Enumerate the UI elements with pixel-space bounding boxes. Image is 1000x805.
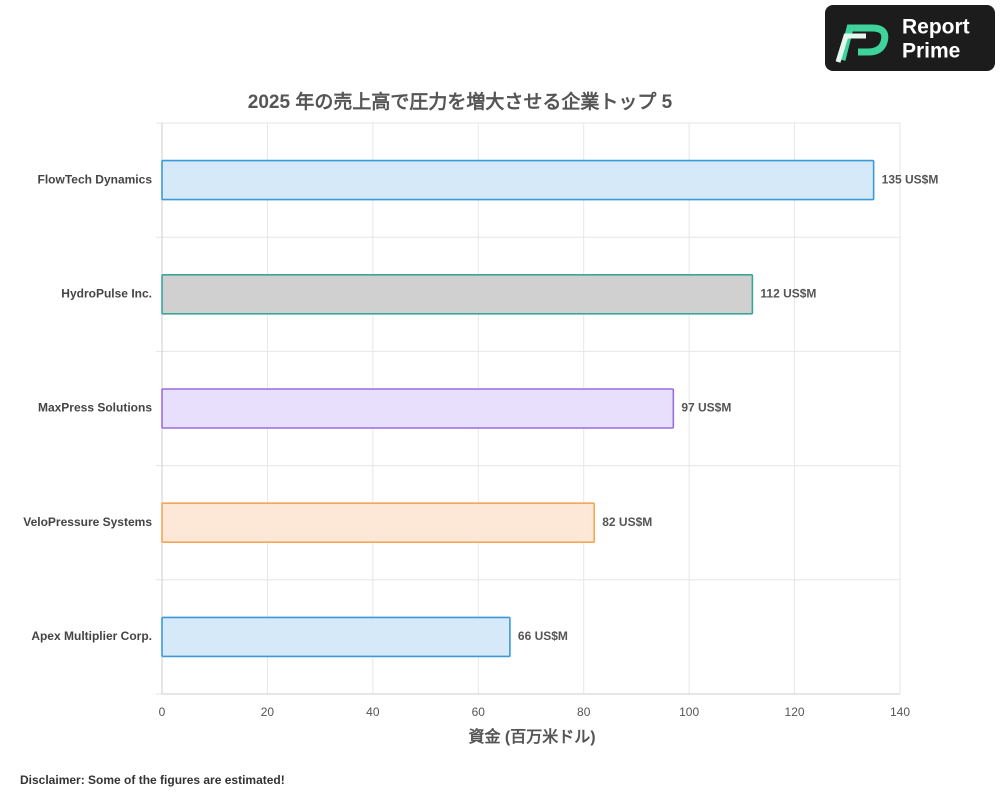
disclaimer: Disclaimer: Some of the figures are esti… bbox=[20, 773, 285, 787]
y-tick-label: HydroPulse Inc. bbox=[61, 286, 152, 300]
x-tick-label: 40 bbox=[366, 705, 380, 719]
logo-text: Prime bbox=[902, 40, 960, 63]
data-label: 112 US$M bbox=[760, 286, 816, 300]
logo-icon bbox=[838, 24, 889, 61]
logo-icon bbox=[835, 33, 866, 63]
bar bbox=[161, 273, 754, 315]
logo-text: Report bbox=[902, 16, 970, 39]
plot-area: 0 20 40 60 80 100 120 140 FlowTech Dynamics 135 U… bbox=[23, 122, 939, 719]
x-tick-label: 140 bbox=[890, 705, 910, 719]
data-label: 66 US$M bbox=[518, 629, 568, 643]
data-label: 82 US$M bbox=[602, 515, 652, 529]
x-axis-label: 資金 (百万米ドル) bbox=[468, 727, 595, 746]
y-tick-label: FlowTech Dynamics bbox=[38, 172, 153, 186]
y-tick-label: VeloPressure Systems bbox=[23, 515, 152, 529]
x-tick-label: 60 bbox=[472, 705, 486, 719]
x-tick-label: 20 bbox=[261, 705, 275, 719]
y-tick-label: Apex Multiplier Corp. bbox=[31, 629, 152, 643]
x-tick-label: 0 bbox=[159, 705, 166, 719]
x-tick-label: 100 bbox=[679, 705, 699, 719]
y-tick-label: MaxPress Solutions bbox=[38, 401, 152, 415]
bar bbox=[161, 616, 511, 658]
data-label: 97 US$M bbox=[681, 401, 731, 415]
bar bbox=[161, 502, 596, 544]
x-tick-label: 120 bbox=[785, 705, 805, 719]
bar bbox=[161, 159, 875, 201]
x-tick-label: 80 bbox=[577, 705, 591, 719]
data-label: 135 US$M bbox=[882, 172, 939, 186]
bar bbox=[161, 388, 675, 429]
logo: Report Prime bbox=[825, 5, 995, 71]
chart-title: 2025 年の売上高で圧力を増大させる企業トップ 5 bbox=[248, 90, 673, 113]
